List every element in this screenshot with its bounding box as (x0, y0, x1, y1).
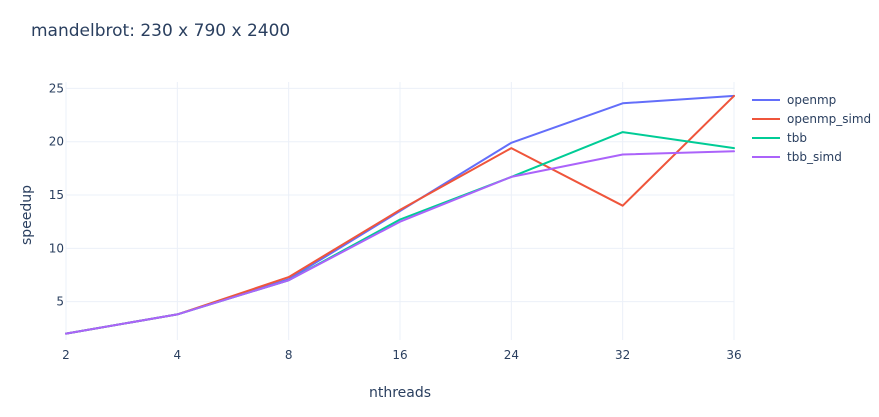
plot-area (65, 94, 735, 335)
legend-label: openmp (787, 93, 836, 107)
chart-title: mandelbrot: 230 x 790 x 2400 (31, 21, 290, 41)
x-tick-label: 36 (726, 348, 741, 362)
y-axis-title: speedup (19, 185, 35, 245)
grid (65, 82, 735, 340)
x-tick-label: 32 (615, 348, 630, 362)
legend-label: tbb_simd (787, 150, 842, 164)
legend-item[interactable]: tbb_simd (752, 150, 842, 164)
y-axis-ticks: 5 10 15 20 25 (49, 81, 64, 308)
x-axis-ticks: 2 4 8 16 24 32 36 (62, 348, 741, 362)
legend-item[interactable]: openmp_simd (752, 112, 871, 126)
x-tick-label: 16 (392, 348, 407, 362)
y-tick-label: 25 (49, 81, 64, 95)
y-tick-label: 5 (56, 295, 64, 309)
x-axis-title: nthreads (369, 385, 431, 401)
legend-item[interactable]: tbb (752, 131, 807, 145)
y-tick-label: 10 (49, 241, 64, 255)
legend-label: tbb (787, 131, 807, 145)
x-tick-label: 4 (174, 348, 182, 362)
series-line-tbb-simd (65, 150, 735, 335)
legend-label: openmp_simd (787, 112, 871, 126)
x-tick-label: 2 (62, 348, 70, 362)
y-tick-label: 20 (49, 135, 64, 149)
y-tick-label: 15 (49, 188, 64, 202)
x-tick-label: 8 (285, 348, 293, 362)
legend-item[interactable]: openmp (752, 93, 836, 107)
x-tick-label: 24 (504, 348, 519, 362)
